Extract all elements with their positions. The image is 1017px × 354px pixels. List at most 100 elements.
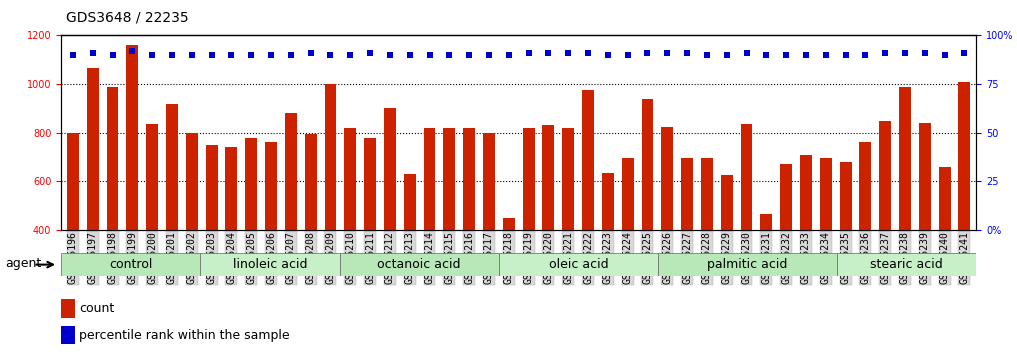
Point — [105, 52, 121, 58]
Point — [283, 52, 299, 58]
Point — [619, 52, 636, 58]
Bar — [542, 125, 554, 327]
Point — [481, 52, 497, 58]
Bar — [305, 134, 316, 327]
Bar — [324, 84, 337, 327]
Bar — [67, 133, 79, 327]
Point — [203, 52, 220, 58]
Bar — [502, 218, 515, 327]
Text: GDS3648 / 22235: GDS3648 / 22235 — [66, 11, 189, 25]
Point — [84, 50, 101, 56]
Text: palmitic acid: palmitic acid — [707, 258, 788, 271]
Bar — [483, 133, 495, 327]
Bar — [340, 253, 498, 276]
Bar — [384, 108, 396, 327]
Bar — [463, 128, 475, 327]
Bar — [443, 128, 456, 327]
Point — [65, 52, 81, 58]
Point — [818, 52, 834, 58]
Point — [897, 50, 913, 56]
Bar — [61, 326, 75, 344]
Point — [640, 50, 656, 56]
Bar — [126, 45, 138, 327]
Point — [877, 50, 893, 56]
Bar — [837, 253, 976, 276]
Bar — [364, 138, 376, 327]
Point — [262, 52, 279, 58]
Bar — [661, 127, 673, 327]
Point — [540, 50, 556, 56]
Point — [659, 50, 675, 56]
Bar — [86, 68, 99, 327]
Point — [421, 52, 437, 58]
Text: count: count — [79, 302, 115, 315]
Bar — [840, 162, 851, 327]
Bar — [958, 82, 970, 327]
Point — [719, 52, 735, 58]
Point — [857, 52, 874, 58]
Bar — [761, 214, 772, 327]
Bar — [226, 147, 237, 327]
Point — [342, 52, 358, 58]
Bar — [245, 138, 257, 327]
Point — [937, 52, 953, 58]
Bar — [146, 124, 158, 327]
Bar — [200, 253, 340, 276]
Text: stearic acid: stearic acid — [871, 258, 943, 271]
Point — [738, 50, 755, 56]
Bar — [701, 158, 713, 327]
Bar — [61, 253, 200, 276]
Point — [243, 52, 259, 58]
Bar — [498, 253, 658, 276]
Bar — [621, 158, 634, 327]
Point — [500, 52, 517, 58]
Bar — [523, 128, 535, 327]
Point — [441, 52, 458, 58]
Bar — [186, 133, 197, 327]
Point — [560, 50, 577, 56]
Point — [362, 50, 378, 56]
Point — [402, 52, 418, 58]
Point — [679, 50, 696, 56]
Point — [322, 52, 339, 58]
Text: percentile rank within the sample: percentile rank within the sample — [79, 329, 290, 342]
Text: agent: agent — [5, 257, 42, 270]
Point — [580, 50, 596, 56]
Point — [461, 52, 477, 58]
Bar — [880, 121, 891, 327]
Point — [302, 50, 318, 56]
Bar — [939, 167, 951, 327]
Point — [916, 50, 933, 56]
Text: control: control — [109, 258, 153, 271]
Point — [699, 52, 715, 58]
Point — [224, 52, 240, 58]
Bar — [800, 155, 812, 327]
Bar — [61, 299, 75, 318]
Bar — [899, 86, 911, 327]
Text: octanoic acid: octanoic acid — [377, 258, 461, 271]
Bar — [285, 113, 297, 327]
Bar — [265, 142, 277, 327]
Point — [144, 52, 161, 58]
Point — [124, 48, 140, 54]
Point — [778, 52, 794, 58]
Bar — [404, 174, 416, 327]
Point — [521, 50, 537, 56]
Point — [759, 52, 775, 58]
Bar — [602, 173, 614, 327]
Bar — [780, 164, 792, 327]
Point — [164, 52, 180, 58]
Bar — [345, 128, 356, 327]
Bar — [107, 86, 118, 327]
Bar — [721, 175, 732, 327]
Bar — [166, 103, 178, 327]
Text: oleic acid: oleic acid — [548, 258, 608, 271]
Bar — [642, 99, 653, 327]
Point — [600, 52, 616, 58]
Bar — [562, 128, 575, 327]
Bar — [859, 142, 872, 327]
Point — [381, 52, 398, 58]
Point — [956, 50, 972, 56]
Point — [837, 52, 853, 58]
Bar — [582, 90, 594, 327]
